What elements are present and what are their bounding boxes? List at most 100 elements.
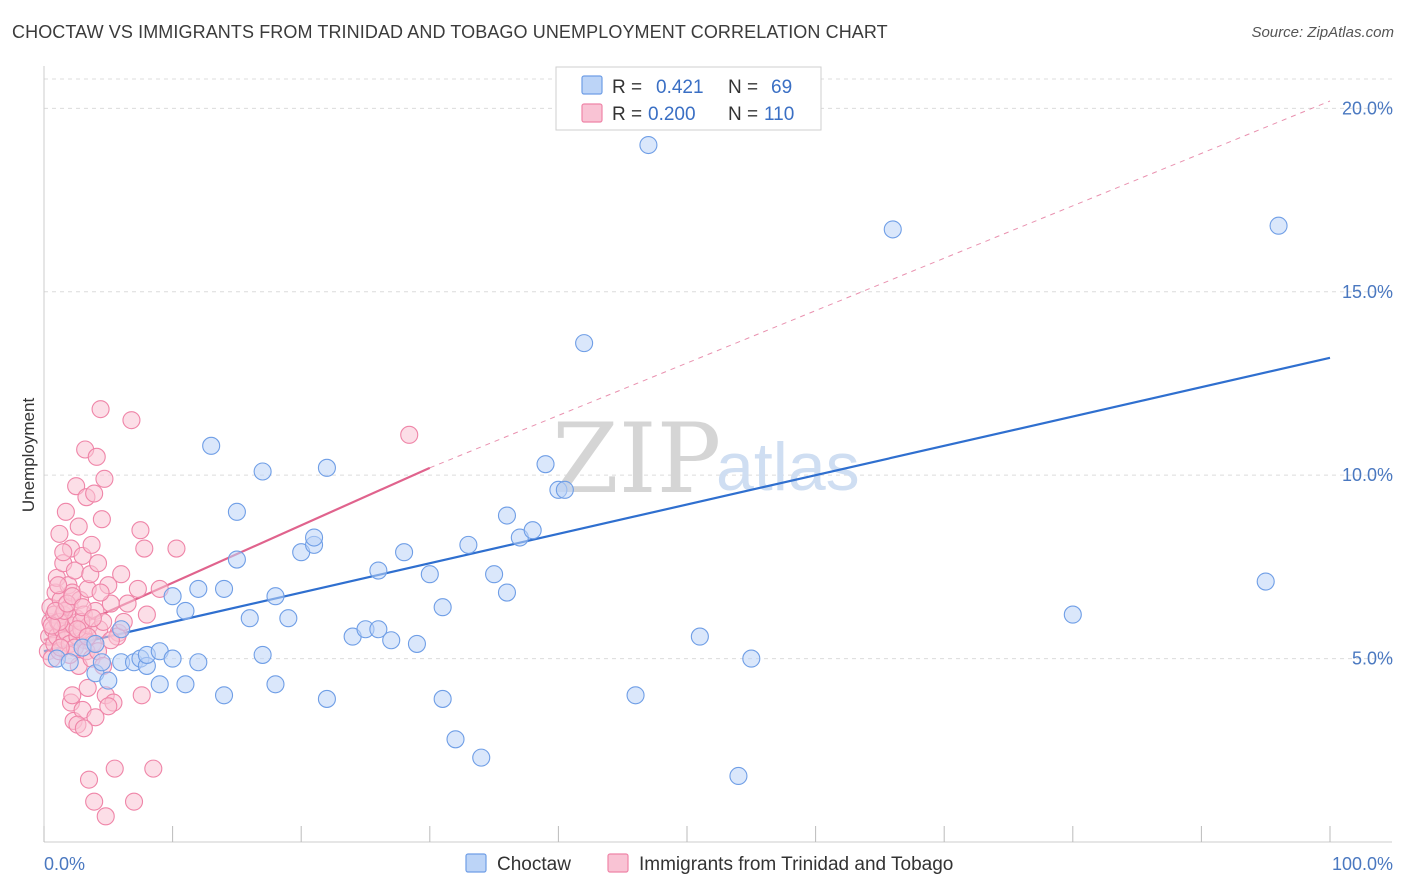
x-tick-label: 100.0%: [1332, 854, 1393, 874]
choctaw-point: [1269, 216, 1288, 235]
legend-label-trinidad: Immigrants from Trinidad and Tobago: [639, 854, 953, 875]
choctaw-point: [639, 135, 658, 155]
trinidad-point: [137, 605, 156, 624]
choctaw-point: [60, 653, 79, 672]
trinidad-point: [91, 400, 110, 419]
trinidad-point: [67, 477, 86, 496]
choctaw-point: [446, 730, 465, 749]
choctaw-point: [240, 609, 259, 628]
choctaw-point: [420, 565, 439, 584]
legend-swatch-choctaw: [465, 853, 487, 873]
choctaw-point: [86, 634, 105, 653]
stats-legend-swatch-trinidad: [581, 103, 603, 123]
choctaw-point: [279, 609, 298, 628]
choctaw-point: [253, 645, 272, 664]
trinidad-point: [63, 686, 82, 705]
axes: 0.0% 100.0%: [43, 66, 1393, 874]
choctaw-point: [369, 620, 388, 639]
trinidad-point: [85, 792, 104, 811]
x-tick-label: 0.0%: [44, 854, 85, 874]
y-tick-label: 20.0%: [1342, 98, 1393, 118]
choctaw-point: [575, 334, 594, 353]
stats-r-value-choctaw: 0.421: [656, 77, 704, 98]
y-axis-title: Unemployment: [19, 398, 38, 513]
trinidad-point: [122, 411, 141, 430]
trinidad-point: [73, 598, 92, 617]
choctaw-point: [883, 220, 902, 239]
choctaw-point: [163, 587, 182, 606]
choctaw-point: [176, 675, 195, 694]
trinidad-point: [69, 517, 88, 536]
choctaw-point: [266, 675, 285, 694]
choctaw-point: [266, 587, 285, 606]
y-tick-label: 10.0%: [1342, 465, 1393, 485]
trinidad-point: [49, 576, 68, 595]
choctaw-point: [395, 543, 414, 562]
trinidad-point: [118, 594, 137, 613]
watermark-zip: ZIP: [552, 403, 721, 515]
trinidad-point: [88, 554, 108, 573]
stats-n-value-choctaw: 69: [771, 77, 792, 98]
trinidad-point: [83, 609, 102, 628]
choctaw-point: [729, 766, 748, 786]
stats-legend: R = 0.421 N = 69 R = 0.200 N = 110: [555, 66, 822, 131]
trinidad-point: [63, 587, 82, 606]
stats-n-label-trinidad: N =: [728, 104, 758, 125]
trinidad-point: [82, 535, 101, 554]
choctaw-point: [317, 458, 336, 477]
trinidad-point: [91, 583, 110, 602]
y-tick-label: 15.0%: [1342, 282, 1393, 302]
choctaw-point: [189, 579, 208, 598]
choctaw-point: [214, 686, 234, 705]
choctaw-point: [497, 506, 517, 525]
trinidad-point: [167, 539, 186, 558]
choctaw-point: [690, 627, 709, 646]
choctaw-point: [433, 689, 452, 708]
choctaw-point: [626, 686, 645, 705]
choctaw-point: [536, 455, 555, 474]
trinidad-point: [87, 447, 106, 466]
stats-legend-swatch-choctaw: [581, 75, 603, 95]
choctaw-point: [485, 565, 504, 584]
trinidad-point: [124, 792, 144, 811]
choctaw-point: [189, 653, 208, 672]
choctaw-point: [382, 631, 401, 650]
trend-lines: [43, 100, 1331, 653]
y-tick-label: 5.0%: [1352, 649, 1393, 669]
choctaw-point: [407, 634, 426, 653]
trinidad-point: [54, 543, 73, 562]
trinidad-point: [96, 807, 115, 826]
stats-n-value-trinidad: 110: [764, 104, 794, 125]
choctaw-point: [1063, 605, 1082, 624]
choctaw-point: [202, 436, 221, 455]
trinidad-point: [99, 697, 118, 716]
trinidad-point: [131, 521, 150, 540]
trinidad-point: [132, 686, 151, 705]
choctaw-point: [92, 653, 111, 672]
choctaw-point: [497, 583, 517, 602]
series-legend: Choctaw Immigrants from Trinidad and Tob…: [465, 853, 953, 875]
choctaw-point: [433, 598, 452, 617]
chart-source: Source: ZipAtlas.com: [1251, 24, 1394, 41]
trinidad-point: [92, 510, 111, 529]
choctaw-point: [227, 550, 246, 569]
trinidad-point: [78, 678, 97, 697]
choctaw-point: [472, 748, 491, 767]
trinidad-point: [112, 565, 131, 584]
trinidad-point: [128, 579, 147, 598]
data-points: [38, 135, 1288, 826]
choctaw-point: [742, 649, 761, 668]
trinidad-point: [400, 425, 419, 444]
choctaw-point: [112, 620, 131, 639]
trinidad-point: [74, 719, 93, 738]
choctaw-point: [99, 671, 118, 690]
stats-r-value-trinidad: 0.200: [648, 104, 696, 125]
choctaw-point: [369, 561, 388, 580]
stats-r-label-trinidad: R =: [612, 104, 642, 125]
trinidad-point: [56, 502, 75, 521]
choctaw-point: [214, 579, 234, 598]
choctaw-point: [253, 462, 272, 481]
chart-title: CHOCTAW VS IMMIGRANTS FROM TRINIDAD AND …: [12, 22, 888, 42]
choctaw-point: [523, 521, 542, 540]
